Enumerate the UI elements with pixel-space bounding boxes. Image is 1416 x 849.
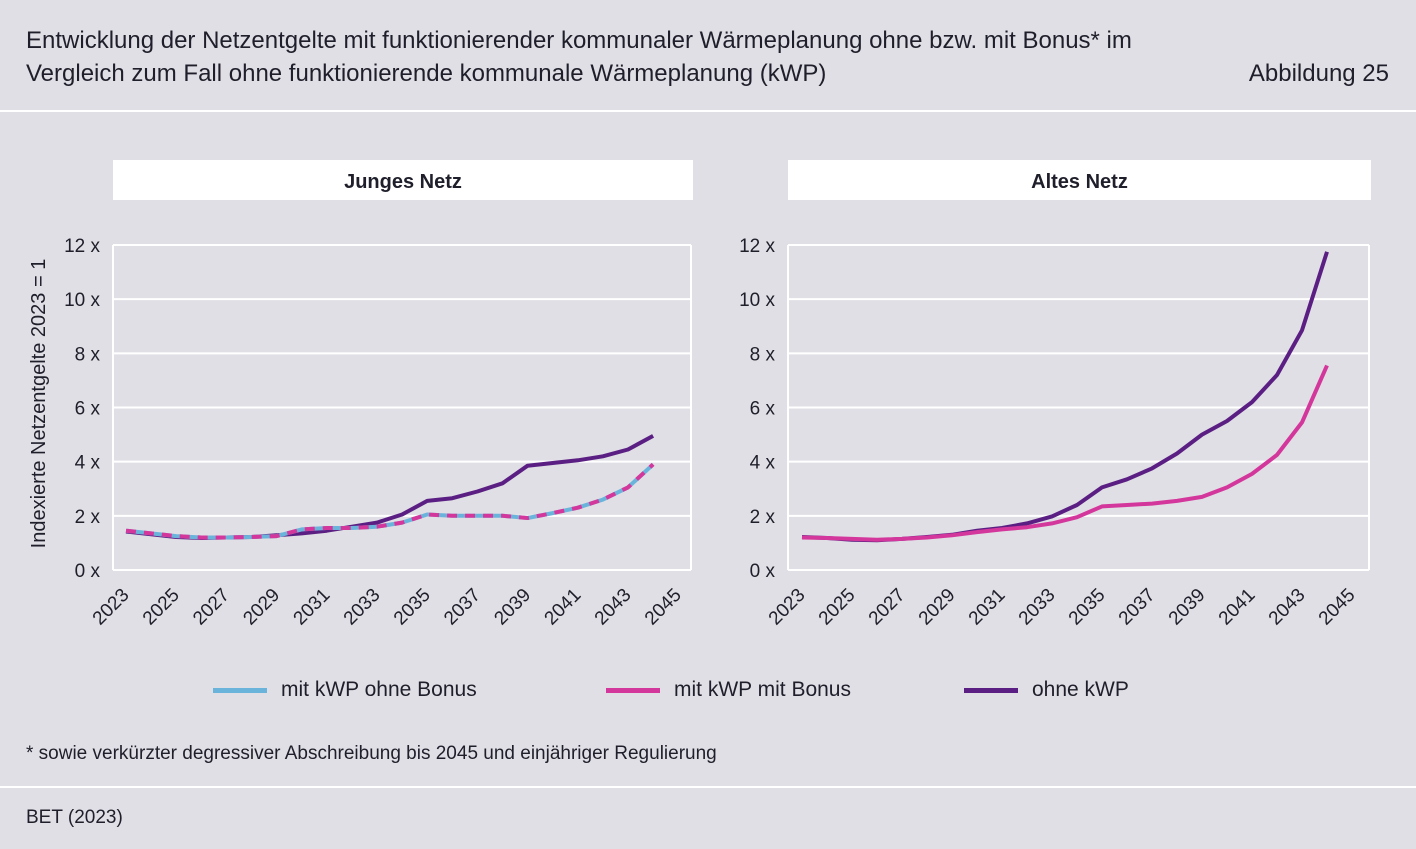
y-tick-label: 12 x — [739, 236, 775, 257]
x-tick-label: 2025 — [815, 585, 860, 630]
y-tick-label: 6 x — [75, 399, 101, 420]
x-tick-label: 2029 — [915, 585, 960, 630]
x-tick-label: 2039 — [1165, 585, 1210, 630]
x-tick-label: 2027 — [189, 585, 234, 630]
y-tick-label: 8 x — [750, 344, 776, 365]
footnote: * sowie verkürzter degressiver Abschreib… — [26, 743, 717, 764]
x-tick-label: 2035 — [1065, 585, 1110, 630]
legend: mit kWP ohne Bonus mit kWP mit Bonus ohn… — [0, 678, 1416, 704]
series-line-mit-kwp-mit-bonus — [801, 364, 1329, 542]
y-tick-label: 4 x — [750, 453, 776, 474]
legend-label-ohne-kwp: ohne kWP — [1032, 678, 1129, 701]
y-tick-label: 0 x — [75, 561, 101, 582]
figure-label: Abbildung 25 — [1248, 60, 1389, 87]
x-tick-label: 2023 — [89, 585, 134, 630]
legend-swatch-mit-kwp-ohne-bonus — [213, 687, 267, 693]
y-tick-label: 2 x — [75, 507, 101, 528]
chart-title-box — [788, 160, 1371, 200]
x-tick-label: 2037 — [440, 585, 485, 630]
legend-item-ohne-kwp: ohne kWP — [964, 678, 1129, 702]
x-tick-label: 2045 — [641, 585, 686, 630]
x-tick-label: 2035 — [390, 585, 435, 630]
chart-title: Altes Netz — [1031, 171, 1128, 193]
x-tick-label: 2023 — [765, 585, 810, 630]
y-tick-label: 2 x — [750, 507, 776, 528]
x-tick-label: 2027 — [865, 585, 910, 630]
x-tick-label: 2041 — [1215, 585, 1260, 630]
x-tick-label: 2039 — [490, 585, 535, 630]
y-tick-label: 10 x — [739, 290, 775, 311]
series-line-mit-kwp-ohne-bonus — [125, 462, 655, 540]
top-divider — [0, 110, 1416, 112]
x-tick-label: 2037 — [1115, 585, 1160, 630]
x-tick-label: 2043 — [1265, 585, 1310, 630]
legend-label-mit-kwp-mit-bonus: mit kWP mit Bonus — [674, 678, 851, 701]
x-tick-label: 2033 — [1015, 585, 1060, 630]
legend-swatch-ohne-kwp — [964, 687, 1018, 693]
x-tick-label: 2043 — [591, 585, 636, 630]
legend-swatch-mit-kwp-mit-bonus — [606, 687, 660, 693]
x-tick-label: 2045 — [1315, 585, 1360, 630]
x-tick-label: 2031 — [965, 585, 1010, 630]
y-tick-label: 6 x — [750, 399, 776, 420]
chart-title: Junges Netz — [344, 171, 462, 193]
y-tick-label: 8 x — [75, 344, 101, 365]
legend-item-mit-kwp-mit-bonus: mit kWP mit Bonus — [606, 678, 851, 702]
x-tick-label: 2029 — [239, 585, 284, 630]
y-tick-label: 4 x — [75, 453, 101, 474]
figure-title: Entwicklung der Netzentgelte mit funktio… — [26, 27, 1132, 87]
legend-label-mit-kwp-ohne-bonus: mit kWP ohne Bonus — [281, 678, 477, 701]
y-axis-label: Indexierte Netzentgelte 2023 = 1 — [28, 259, 50, 549]
x-tick-label: 2031 — [290, 585, 335, 630]
x-tick-label: 2033 — [340, 585, 385, 630]
legend-item-mit-kwp-ohne-bonus: mit kWP ohne Bonus — [213, 678, 477, 702]
chart-title-box — [113, 160, 693, 200]
series-line-ohne-kwp — [801, 251, 1329, 543]
x-tick-label: 2025 — [139, 585, 184, 630]
y-tick-label: 12 x — [64, 236, 100, 257]
x-tick-label: 2041 — [541, 585, 586, 630]
y-tick-label: 0 x — [750, 561, 776, 582]
bottom-divider — [0, 786, 1416, 788]
source-note: BET (2023) — [26, 807, 123, 828]
y-tick-label: 10 x — [64, 290, 100, 311]
